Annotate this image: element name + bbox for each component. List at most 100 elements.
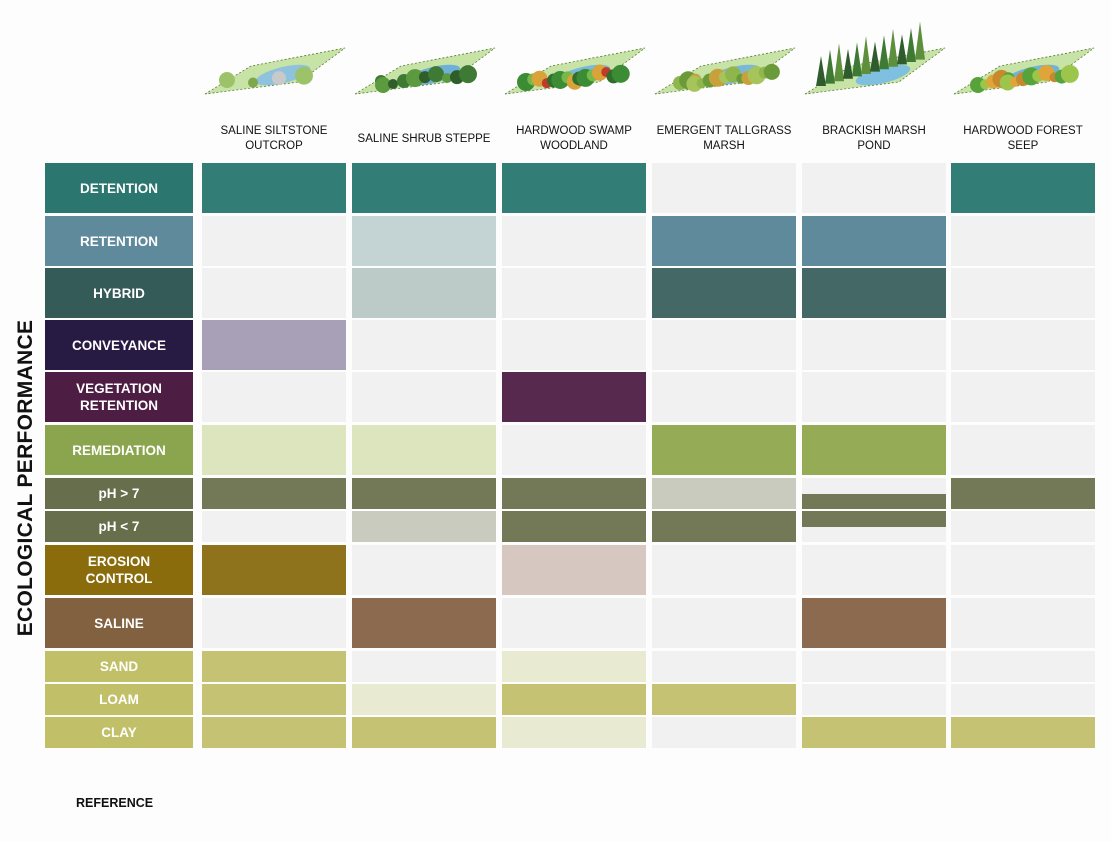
hardwood-swamp-woodland-illustration <box>499 20 649 105</box>
matrix-cell <box>352 425 496 475</box>
matrix-cell <box>802 526 946 542</box>
matrix-cell <box>652 372 796 422</box>
row-label: LOAM <box>45 684 193 715</box>
matrix-cell <box>352 216 496 266</box>
matrix-cell <box>802 163 946 213</box>
matrix-cell <box>951 372 1095 422</box>
matrix-cell <box>951 651 1095 682</box>
brackish-marsh-pond-illustration <box>799 20 949 105</box>
matrix-cell <box>502 545 646 595</box>
matrix-cell <box>202 598 346 648</box>
row-label-text: DETENTION <box>79 180 158 196</box>
matrix-cell <box>802 684 946 715</box>
matrix-cell <box>502 717 646 748</box>
column-header-label: HARDWOOD FOREST SEEP <box>963 125 1083 152</box>
matrix-cell <box>951 425 1095 475</box>
column-header-label: HARDWOOD SWAMP WOODLAND <box>516 125 632 152</box>
matrix-cell <box>951 478 1095 509</box>
matrix-cell <box>502 684 646 715</box>
column-header: BRACKISH MARSH POND <box>801 122 947 156</box>
matrix-cell <box>202 216 346 266</box>
column-header-label: BRACKISH MARSH POND <box>822 125 926 152</box>
matrix-cell <box>652 163 796 213</box>
matrix-cell <box>652 268 796 318</box>
matrix-cell <box>802 511 946 527</box>
row-label-text: SAND <box>99 659 139 674</box>
matrix-cell <box>352 545 496 595</box>
column-header-label: SALINE SHRUB STEPPE <box>357 132 491 145</box>
column-header-label: SALINE SILTSTONE OUTCROP <box>220 125 328 152</box>
row-label: pH < 7 <box>45 511 193 542</box>
matrix-cell <box>802 651 946 682</box>
matrix-cell <box>652 478 796 509</box>
matrix-cell <box>502 163 646 213</box>
matrix-cell <box>202 717 346 748</box>
row-label-text: RETENTION <box>79 233 158 249</box>
matrix-cell <box>652 320 796 370</box>
row-label: CONVEYANCE <box>45 320 193 370</box>
matrix-cell <box>652 684 796 715</box>
matrix-cell <box>802 478 946 494</box>
matrix-cell <box>352 651 496 682</box>
matrix-cell <box>502 511 646 542</box>
row-label-text: CONVEYANCE <box>71 337 167 353</box>
matrix-cell <box>202 545 346 595</box>
matrix-cell <box>352 372 496 422</box>
matrix-cell <box>202 320 346 370</box>
matrix-cell <box>502 598 646 648</box>
matrix-cell <box>502 478 646 509</box>
matrix-cell <box>202 684 346 715</box>
row-label: SALINE <box>45 598 193 648</box>
matrix-cell <box>352 717 496 748</box>
column-header: HARDWOOD SWAMP WOODLAND <box>501 122 647 156</box>
matrix-cell <box>802 598 946 648</box>
matrix-cell <box>202 372 346 422</box>
matrix-cell <box>951 684 1095 715</box>
matrix-cell <box>502 372 646 422</box>
saline-siltstone-outcrop-illustration <box>199 20 349 105</box>
matrix-cell <box>202 511 346 542</box>
matrix-cell <box>502 216 646 266</box>
column-header: SALINE SHRUB STEPPE <box>351 122 497 156</box>
row-label: CLAY <box>45 717 193 748</box>
row-label-text: CLAY <box>101 725 137 740</box>
matrix-cell <box>951 717 1095 748</box>
matrix-cell <box>802 545 946 595</box>
matrix-cell <box>802 216 946 266</box>
matrix-cell <box>652 511 796 542</box>
saline-shrub-steppe-illustration <box>349 20 499 105</box>
matrix-cell <box>352 163 496 213</box>
matrix-cell <box>951 545 1095 595</box>
matrix-cell <box>951 163 1095 213</box>
matrix-cell <box>352 268 496 318</box>
row-label-text: HYBRID <box>93 285 145 301</box>
matrix-cell <box>951 268 1095 318</box>
matrix-cell <box>802 268 946 318</box>
reference-label[interactable]: REFERENCE <box>76 796 154 810</box>
row-label-text: EROSION CONTROL <box>85 554 153 586</box>
matrix-cell <box>202 425 346 475</box>
matrix-cell <box>802 493 946 509</box>
matrix-cell <box>352 320 496 370</box>
matrix-cell <box>202 268 346 318</box>
column-header: EMERGENT TALLGRASS MARSH <box>651 122 797 156</box>
column-header: SALINE SILTSTONE OUTCROP <box>201 122 347 156</box>
row-label: SAND <box>45 651 193 682</box>
column-header-label: EMERGENT TALLGRASS MARSH <box>656 125 792 152</box>
matrix-cell <box>652 717 796 748</box>
matrix-cell <box>202 478 346 509</box>
row-label: HYBRID <box>45 268 193 318</box>
matrix-cell <box>352 478 496 509</box>
row-label-text: pH > 7 <box>98 486 140 501</box>
row-label-text: SALINE <box>94 615 144 631</box>
matrix-cell <box>502 320 646 370</box>
row-label-text: REMEDIATION <box>72 442 166 458</box>
matrix-cell <box>352 511 496 542</box>
matrix-cell <box>951 320 1095 370</box>
row-label: REMEDIATION <box>45 425 193 475</box>
hardwood-forest-seep-illustration <box>948 20 1098 105</box>
matrix-cell <box>652 216 796 266</box>
row-label: DETENTION <box>45 163 193 213</box>
matrix-cell <box>951 598 1095 648</box>
matrix-cell <box>802 372 946 422</box>
